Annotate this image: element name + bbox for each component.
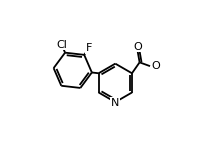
Text: Cl: Cl — [56, 40, 67, 50]
Text: N: N — [111, 98, 119, 108]
Text: O: O — [150, 61, 159, 71]
Text: O: O — [132, 42, 141, 52]
Text: F: F — [85, 43, 92, 53]
